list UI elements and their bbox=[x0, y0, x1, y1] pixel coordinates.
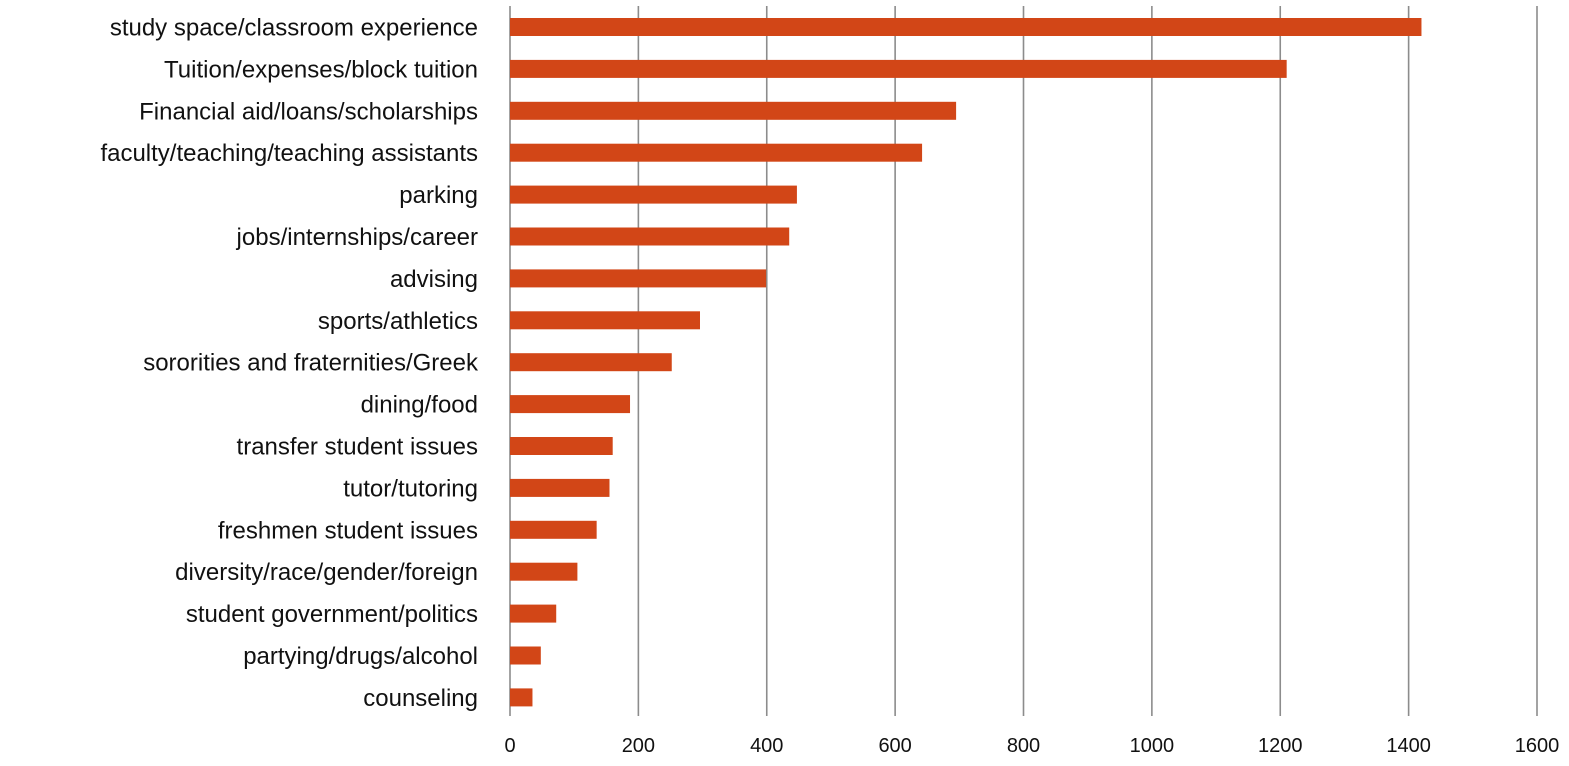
bar bbox=[510, 311, 700, 330]
x-tick-label: 1600 bbox=[1515, 735, 1560, 757]
category-label: parking bbox=[399, 182, 478, 209]
category-label: freshmen student issues bbox=[218, 517, 478, 544]
category-labels: study space/classroom experience Tuition/… bbox=[100, 15, 479, 712]
category-label: sports/athletics bbox=[318, 308, 478, 335]
category-label: Tuition/expenses/block tuition bbox=[164, 56, 478, 83]
bar bbox=[510, 646, 541, 665]
x-tick-label: 600 bbox=[878, 735, 911, 757]
bar bbox=[510, 18, 1422, 36]
x-tick-label: 800 bbox=[1007, 735, 1040, 757]
bar bbox=[510, 395, 631, 414]
category-label: jobs/internships/career bbox=[236, 224, 478, 251]
bar bbox=[510, 437, 613, 455]
category-label: advising bbox=[390, 266, 478, 293]
x-tick-label: 400 bbox=[750, 735, 783, 757]
bar bbox=[510, 562, 578, 581]
category-label: dining/food bbox=[361, 392, 478, 419]
bar bbox=[510, 143, 923, 162]
bar bbox=[510, 604, 557, 623]
x-tick-label: 200 bbox=[622, 735, 655, 757]
category-label: transfer student issues bbox=[237, 434, 478, 461]
bar bbox=[510, 101, 957, 120]
x-tick-label: 1200 bbox=[1258, 735, 1303, 757]
bar bbox=[510, 353, 672, 372]
x-tick-labels: 0 200 400 600 800 1000 1200 1400 1600 bbox=[504, 735, 1559, 757]
category-label: partying/drugs/alcohol bbox=[243, 643, 478, 670]
bar bbox=[510, 478, 610, 497]
x-tick-label: 1000 bbox=[1130, 735, 1175, 757]
bar bbox=[510, 269, 767, 288]
bar bbox=[510, 185, 797, 204]
category-label: Financial aid/loans/scholarships bbox=[139, 98, 478, 125]
category-label: faculty/teaching/teaching assistants bbox=[100, 140, 478, 167]
category-label: diversity/race/gender/foreign bbox=[175, 559, 478, 586]
bar bbox=[510, 59, 1287, 78]
category-label: tutor/tutoring bbox=[343, 475, 478, 502]
bars bbox=[510, 18, 1422, 707]
x-tick-label: 0 bbox=[504, 735, 515, 757]
category-label: student government/politics bbox=[186, 601, 478, 628]
category-label: study space/classroom experience bbox=[110, 15, 478, 42]
bar bbox=[510, 227, 790, 246]
x-tick-label: 1400 bbox=[1386, 735, 1431, 757]
bar bbox=[510, 520, 597, 539]
bar bbox=[510, 688, 533, 707]
category-label: sororities and fraternities/Greek bbox=[143, 350, 479, 377]
gridlines bbox=[509, 6, 1538, 716]
category-label: counseling bbox=[363, 685, 478, 712]
